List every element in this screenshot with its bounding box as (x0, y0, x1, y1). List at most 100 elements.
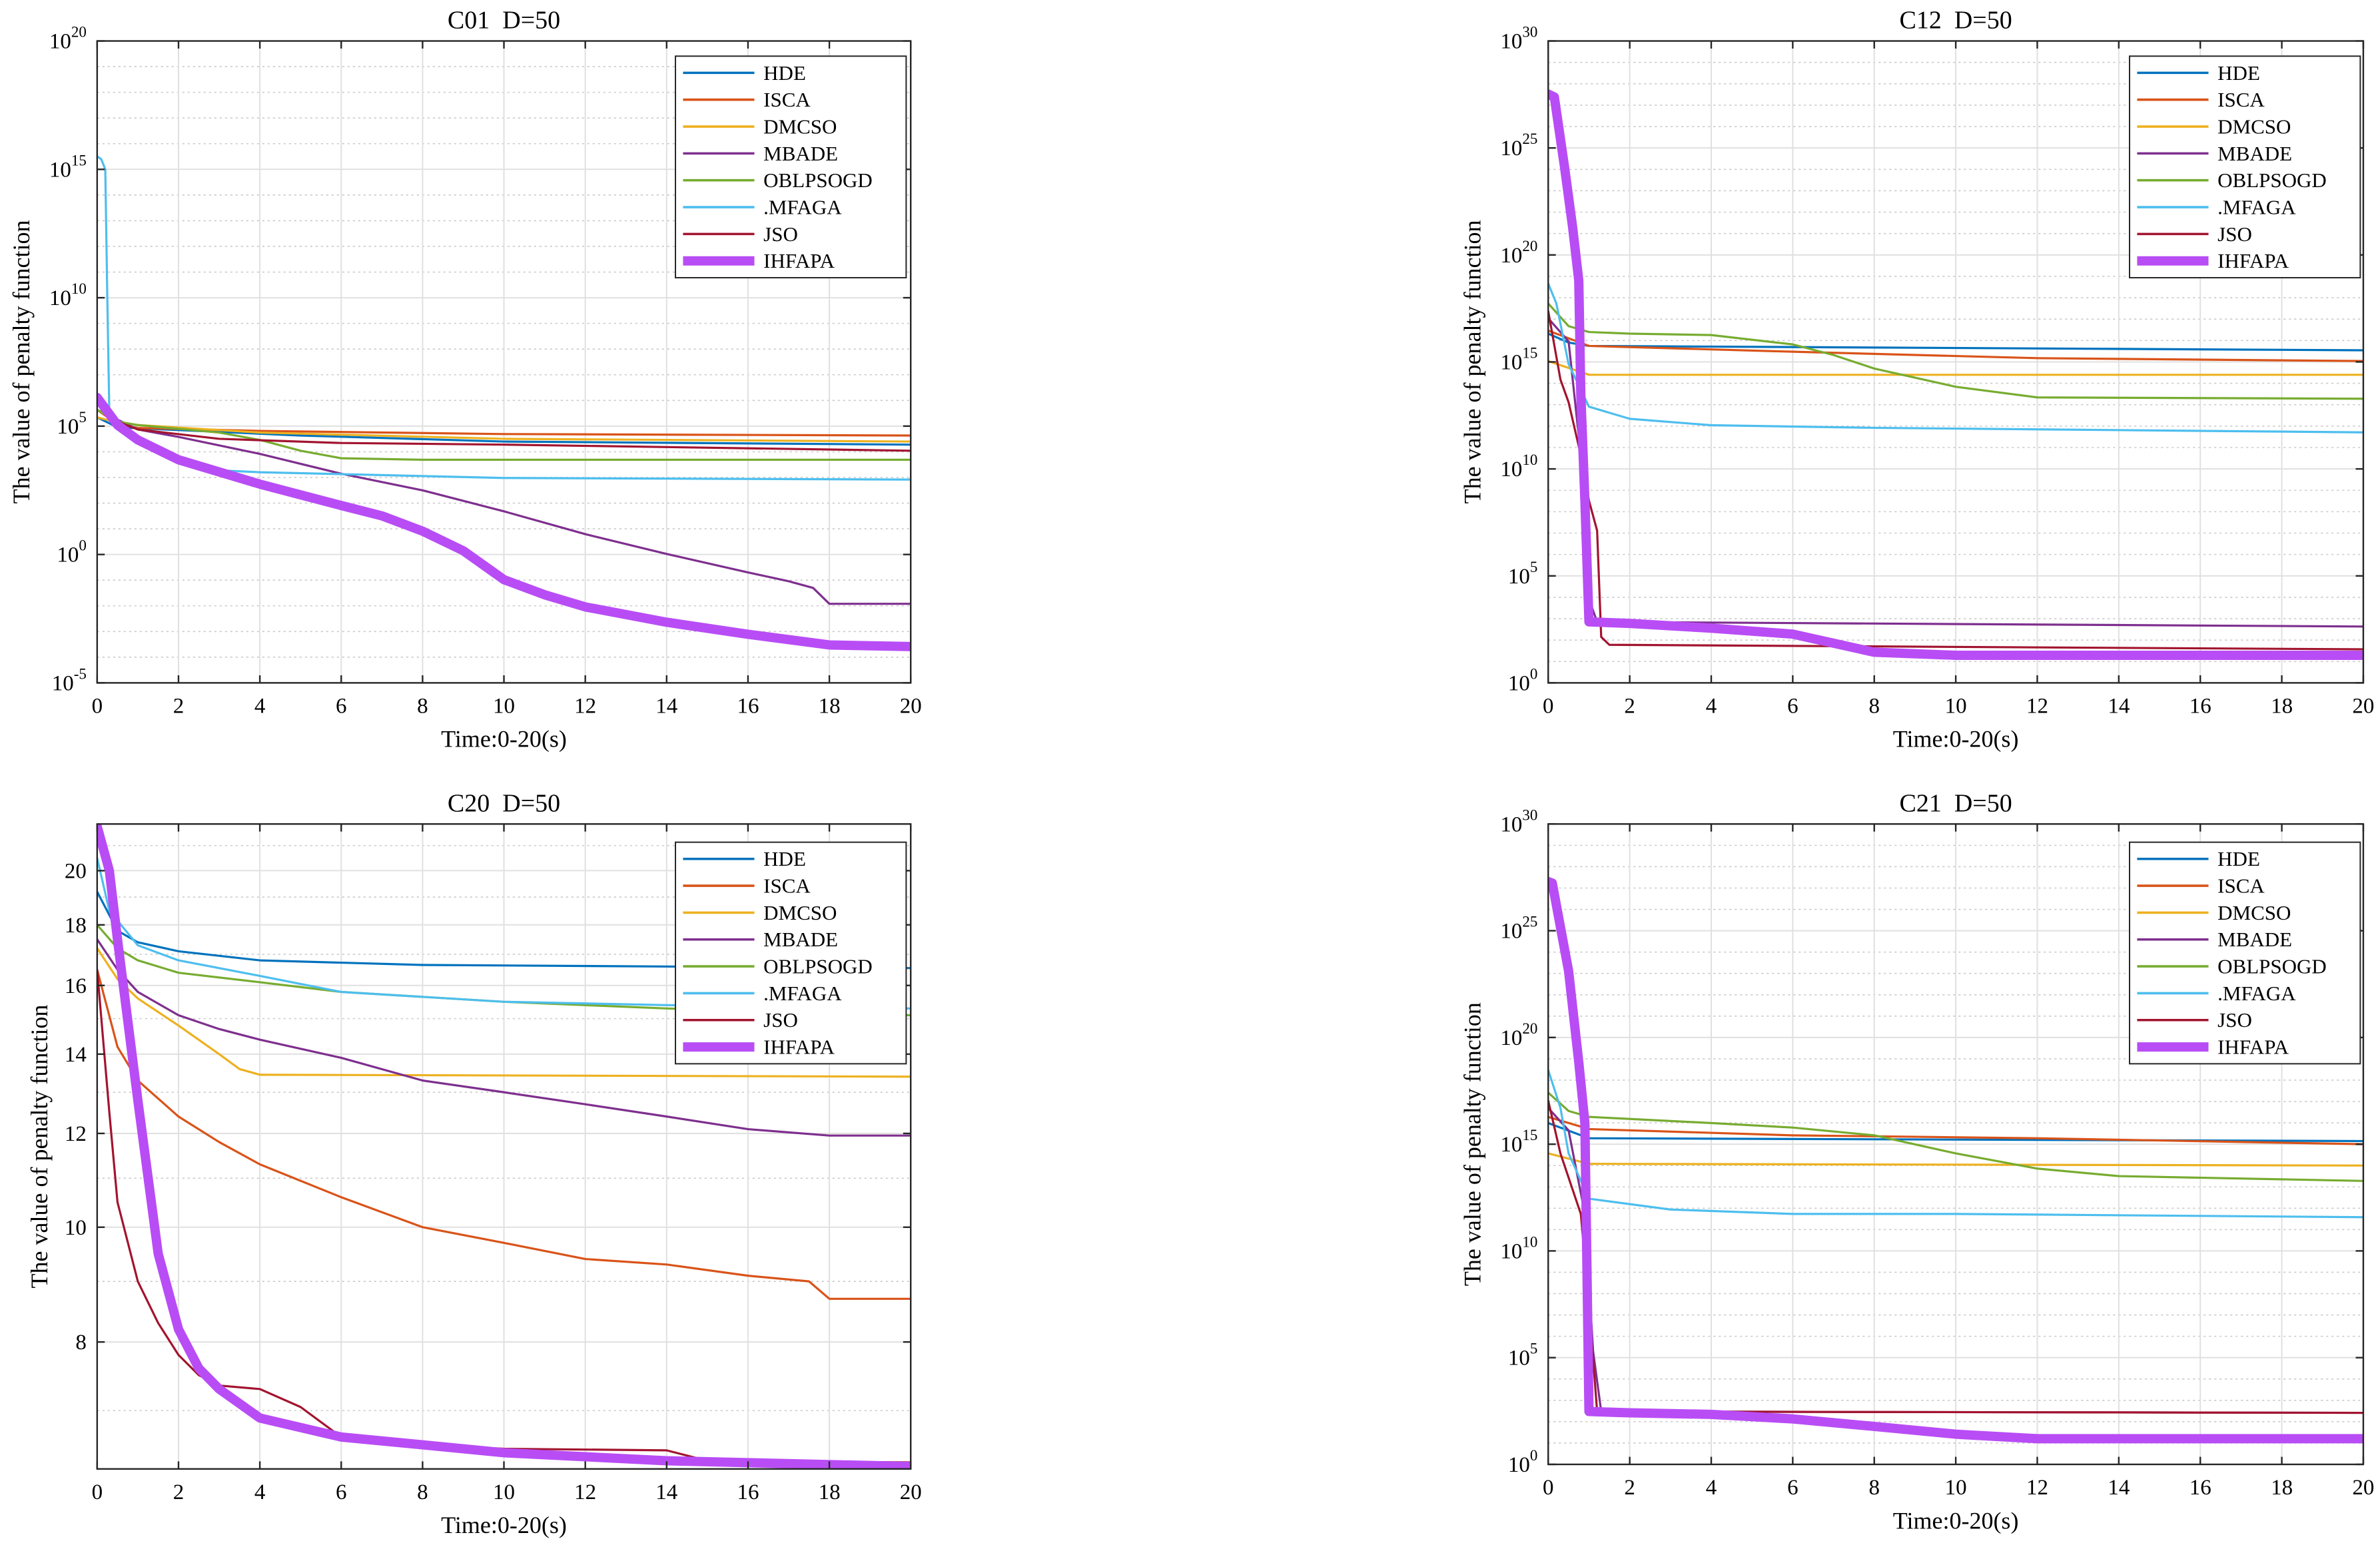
y-tick-exponent: 20 (71, 24, 87, 41)
x-tick-label: 20 (900, 695, 922, 719)
series-line-dmcso (1548, 360, 2363, 376)
legend-box (675, 841, 907, 1065)
y-tick-base: 10 (1508, 565, 1530, 589)
legend-entry-dmcso: DMCSO (683, 115, 837, 139)
y-tick-exponent: 25 (1522, 131, 1537, 147)
y-tick-label: 1010 (1500, 452, 1537, 481)
legend-label: MBADE (763, 928, 838, 951)
y-tick-base: 16 (65, 974, 87, 998)
y-tick-base: 10 (52, 671, 74, 695)
series-line-ihfapa (97, 824, 911, 1469)
legend-label: OBLPSOGD (763, 955, 873, 978)
legend-entry-hde: HDE (2137, 61, 2260, 85)
y-tick-base: 10 (1500, 30, 1522, 54)
legend-entry-isca: ISCA (683, 874, 811, 898)
series-lines (97, 155, 911, 651)
legend-entry-ihfapa: IHFAPA (683, 249, 835, 272)
y-tick-base: 10 (49, 286, 71, 310)
chart-title: C20 D=50 (448, 789, 560, 817)
y-tick-exponent: 20 (1522, 1020, 1537, 1037)
legend-label: ISCA (763, 88, 811, 111)
y-tick-base: 10 (65, 1216, 87, 1240)
legend-entry-jso: JSO (2137, 1008, 2252, 1032)
y-tick-label: 1015 (1500, 1127, 1537, 1157)
series-lines (1548, 876, 2363, 1444)
legend-label: OBLPSOGD (2217, 168, 2327, 192)
legend-label: ISCA (763, 874, 811, 898)
series-line-mbade (97, 938, 911, 1137)
y-tick-base: 10 (49, 158, 71, 182)
legend-label: MBADE (2217, 928, 2292, 951)
legend-label: JSO (763, 222, 798, 246)
x-tick-label: 14 (2108, 1476, 2130, 1500)
x-tick-label: 14 (2108, 695, 2130, 719)
legend-entry-mfaga: .MFAGA (683, 982, 842, 1005)
legend-entry-oblpsogd: OBLPSOGD (683, 168, 873, 192)
y-tick-label: 1015 (49, 152, 87, 182)
chart-title: C21 D=50 (1899, 789, 2012, 817)
legend-entry-mbade: MBADE (2137, 142, 2292, 165)
legend-label: JSO (763, 1008, 798, 1032)
y-tick-exponent: 15 (1522, 1127, 1537, 1143)
y-tick-base: 10 (1500, 1026, 1522, 1050)
x-tick-label: 4 (254, 695, 266, 719)
legend-entry-jso: JSO (2137, 222, 2252, 246)
legend-label: .MFAGA (763, 982, 842, 1005)
x-tick-label: 2 (173, 695, 185, 719)
legend-label: ISCA (2217, 88, 2265, 111)
legend-label: IHFAPA (2217, 1036, 2289, 1059)
y-tick-base: 10 (1500, 1239, 1522, 1263)
y-tick-base: 8 (75, 1331, 87, 1355)
y-tick-label: 10-5 (52, 665, 87, 695)
series-line-mfaga (1548, 282, 2363, 434)
y-tick-base: 10 (1500, 350, 1522, 374)
legend-label: HDE (2217, 847, 2260, 870)
series-line-jso (97, 968, 911, 1464)
legend-label: DMCSO (763, 901, 837, 924)
y-tick-exponent: 0 (79, 537, 87, 554)
x-tick-label: 10 (1945, 695, 1967, 719)
x-tick-label: 0 (92, 1480, 103, 1504)
x-tick-label: 18 (2271, 695, 2293, 719)
x-tick-label: 10 (493, 695, 515, 719)
legend: HDE ISCA DMCSO MBADE OBLPSOGD .MFAGA JSO IHFAPA (675, 841, 907, 1065)
y-tick-label: 12 (65, 1122, 87, 1146)
y-tick-base: 10 (1500, 920, 1522, 944)
series-line-ihfapa (97, 392, 911, 651)
series-line-ihfapa (1548, 876, 2363, 1444)
legend-entry-hde: HDE (683, 847, 806, 870)
y-tick-base: 10 (57, 543, 79, 567)
y-tick-exponent: 10 (1522, 1233, 1537, 1250)
x-tick-label: 16 (2189, 1476, 2211, 1500)
series-line-oblpsogd (97, 924, 911, 1017)
legend: HDE ISCA DMCSO MBADE OBLPSOGD .MFAGA JSO IHFAPA (2129, 841, 2361, 1065)
legend-entry-dmcso: DMCSO (2137, 901, 2291, 924)
x-tick-label: 12 (2026, 695, 2048, 719)
x-tick-label: 12 (2026, 1476, 2048, 1500)
legend-label: IHFAPA (2217, 249, 2289, 272)
series-line-isca (1548, 1115, 2363, 1145)
y-tick-label: 1030 (1500, 806, 1537, 836)
y-tick-label: 10 (65, 1216, 87, 1240)
x-tick-label: 18 (819, 1480, 841, 1504)
y-tick-exponent: 5 (1530, 559, 1538, 575)
legend-entry-isca: ISCA (2137, 874, 2265, 898)
legend-entry-oblpsogd: OBLPSOGD (2137, 168, 2327, 192)
y-tick-exponent: 10 (1522, 452, 1537, 468)
legend-box (675, 55, 907, 279)
legend-entry-mfaga: .MFAGA (683, 196, 842, 219)
x-tick-label: 6 (336, 1480, 347, 1504)
y-tick-label: 1020 (1500, 1020, 1537, 1050)
subplot-c20d50: 0 2 4 6 8 10 12 14 16 18 20 8 10 12 14 16 18 20 C20 D=50 Ti… (26, 789, 921, 1538)
y-tick-label: 1010 (49, 280, 87, 310)
legend-label: MBADE (2217, 142, 2292, 165)
subplot-c21d50: 0 2 4 6 8 10 12 14 16 18 2010010510101015102010251… (1459, 789, 2374, 1534)
y-tick-base: 10 (1500, 458, 1522, 481)
legend-label: JSO (2217, 1008, 2252, 1032)
y-tick-label: 1015 (1500, 344, 1537, 374)
series-line-mfaga (1548, 1069, 2363, 1219)
legend: HDE ISCA DMCSO MBADE OBLPSOGD .MFAGA JSO IHFAPA (675, 55, 907, 279)
y-tick-label: 1020 (1500, 238, 1537, 268)
y-tick-label: 105 (1508, 559, 1538, 589)
